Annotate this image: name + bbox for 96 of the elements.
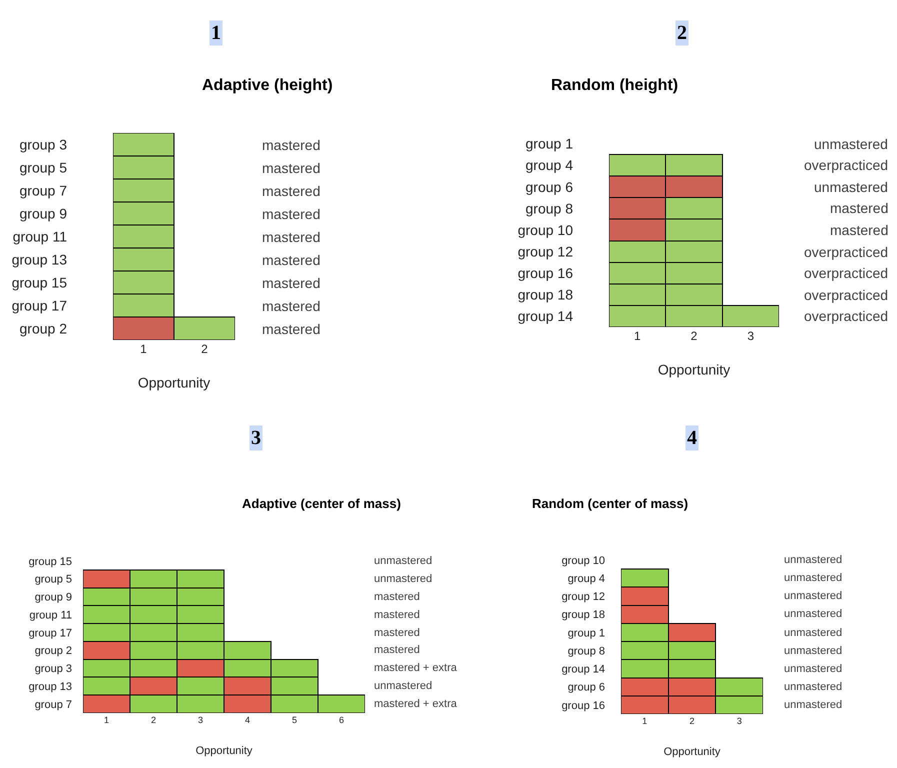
y2-tick-label: unmastered xyxy=(374,555,432,567)
x-tick-label: 1 xyxy=(642,716,648,726)
y-tick-label: group 12 xyxy=(518,243,574,260)
y-tick-label: group 3 xyxy=(34,663,72,676)
y-tick-label: group 6 xyxy=(568,682,605,694)
x-tick-label: 2 xyxy=(690,329,698,343)
y-tick-label: group 2 xyxy=(20,320,68,336)
y-tick-label: group 14 xyxy=(562,664,605,676)
y-tick-label: group 17 xyxy=(28,627,72,640)
y2-tick-label: unmastered xyxy=(814,179,888,195)
y2-tick-label: unmastered xyxy=(374,573,432,585)
y-tick-label: group 10 xyxy=(518,222,574,238)
y2-tick-label: unmastered xyxy=(784,681,842,693)
text: Adaptive (height) xyxy=(202,77,333,94)
x-tick-label: 3 xyxy=(736,716,742,726)
y-tick-label: group 9 xyxy=(20,205,68,222)
y-tick-label: group 4 xyxy=(526,157,574,174)
y-tick-label: group 11 xyxy=(12,228,68,244)
y2-tick-label: overpracticed xyxy=(804,308,888,324)
y-tick-label: group 18 xyxy=(518,286,574,303)
y-tick-label: group 6 xyxy=(526,178,574,195)
y2-tick-label: unmastered xyxy=(784,699,842,711)
y-tick-label: group 16 xyxy=(562,700,605,712)
chart-title: Random (center of mass) xyxy=(532,496,688,511)
y2-tick-label: mastered xyxy=(374,644,420,656)
y-tick-label: group 5 xyxy=(20,159,68,176)
y-tick-label: group 17 xyxy=(12,297,68,314)
y-tick-label: group 5 xyxy=(34,574,72,586)
y2-tick-label: mastered xyxy=(262,160,320,176)
x-tick-label: 4 xyxy=(244,715,250,725)
x-tick-label: 3 xyxy=(198,715,204,725)
y2-tick-label: mastered xyxy=(830,222,888,238)
y2-tick-label: mastered xyxy=(262,298,320,314)
x-axis-title: Opportunity xyxy=(658,361,730,378)
y-tick-label: group 3 xyxy=(20,136,68,152)
y2-tick-label: mastered xyxy=(262,183,320,199)
y2-tick-label: mastered xyxy=(374,609,420,621)
y2-tick-label: mastered xyxy=(262,206,320,222)
y2-tick-label: overpracticed xyxy=(804,244,888,260)
y-tick-label: group 13 xyxy=(28,681,72,694)
y-tick-label: group 15 xyxy=(12,274,68,290)
y2-tick-label: mastered xyxy=(830,200,888,216)
y-tick-label: group 1 xyxy=(526,136,574,152)
y-tick-label: group 13 xyxy=(12,251,68,268)
y2-tick-label: mastered + extra xyxy=(374,698,458,710)
y2-tick-label: mastered xyxy=(374,591,420,603)
y2-tick-label: unmastered xyxy=(374,680,432,692)
y2-tick-label: unmastered xyxy=(784,572,842,584)
y-tick-label: group 7 xyxy=(34,698,72,711)
y2-tick-label: mastered xyxy=(262,229,320,245)
text: 3 xyxy=(251,427,261,449)
y2-tick-label: unmastered xyxy=(814,136,888,152)
x-axis-title: Opportunity xyxy=(196,745,253,758)
x-tick-label: 3 xyxy=(747,329,754,343)
y2-tick-label: mastered xyxy=(262,321,320,337)
x-axis-title: Opportunity xyxy=(664,746,721,758)
chart-title: Adaptive (center of mass) xyxy=(242,496,401,511)
y2-tick-label: mastered xyxy=(374,627,420,639)
y-tick-label: group 18 xyxy=(562,609,605,622)
x-tick-label: 1 xyxy=(104,715,110,725)
y-tick-label: group 11 xyxy=(29,609,72,622)
y-tick-label: group 8 xyxy=(526,200,574,216)
y2-tick-label: unmastered xyxy=(784,608,842,620)
y2-tick-label: overpracticed xyxy=(804,157,888,173)
y2-tick-label: mastered + extra xyxy=(374,662,458,674)
x-tick-label: 2 xyxy=(689,716,695,726)
y-tick-label: group 7 xyxy=(20,182,68,198)
y2-tick-label: mastered xyxy=(262,137,320,153)
x-tick-label: 5 xyxy=(292,715,298,725)
y-tick-label: group 4 xyxy=(568,573,605,586)
chart-title: Random (height) xyxy=(551,77,678,94)
y2-tick-label: overpracticed xyxy=(804,265,888,281)
y-tick-label: group 2 xyxy=(34,645,72,658)
y2-tick-label: mastered xyxy=(262,252,320,268)
y2-tick-label: unmastered xyxy=(784,627,842,639)
text: 4 xyxy=(687,427,697,449)
x-tick-label: 2 xyxy=(150,715,156,725)
y2-tick-label: unmastered xyxy=(784,590,842,602)
text: 2 xyxy=(677,22,687,44)
y-tick-label: group 10 xyxy=(562,554,605,567)
y2-tick-label: mastered xyxy=(262,275,320,291)
y2-tick-label: unmastered xyxy=(784,645,842,657)
y2-tick-label: unmastered xyxy=(784,663,842,675)
x-tick-label: 6 xyxy=(338,715,344,725)
y-tick-label: group 12 xyxy=(562,591,605,604)
y2-tick-label: unmastered xyxy=(784,554,842,566)
x-axis-title: Opportunity xyxy=(138,374,210,390)
y-tick-label: group 8 xyxy=(568,645,605,658)
y-tick-label: group 16 xyxy=(518,265,574,282)
y-tick-label: group 15 xyxy=(28,556,72,568)
y2-tick-label: overpracticed xyxy=(804,287,888,303)
y-tick-label: group 9 xyxy=(34,592,72,604)
x-tick-label: 1 xyxy=(634,329,641,343)
text: 1 xyxy=(211,22,221,44)
y-tick-label: group 14 xyxy=(518,308,574,324)
y-tick-label: group 1 xyxy=(568,627,605,640)
